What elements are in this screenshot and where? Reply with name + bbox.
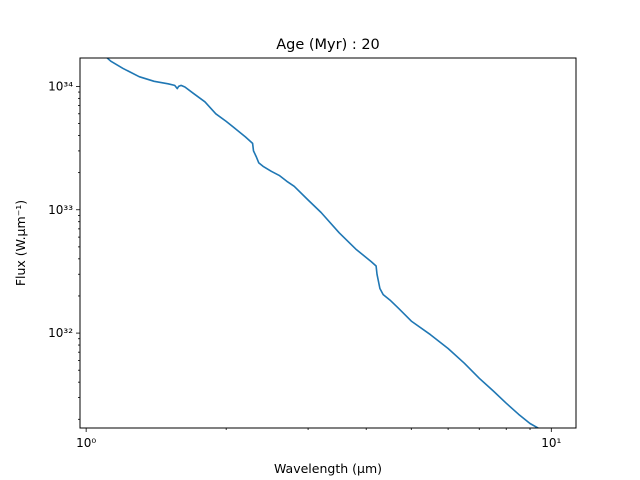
spectrum-line — [105, 58, 540, 428]
y-tick-label: 10³³ — [48, 203, 73, 217]
plot-area — [105, 58, 540, 428]
x-tick-label: 10⁰ — [76, 436, 96, 450]
y-axis-label: Flux (W.μm⁻¹) — [13, 200, 28, 286]
axes-frame — [79, 57, 577, 429]
chart-title: Age (Myr) : 20 — [276, 37, 380, 53]
y-tick-label: 10³⁴ — [48, 79, 73, 93]
y-tick-label: 10³² — [48, 326, 73, 340]
x-axis-label: Wavelength (μm) — [274, 461, 382, 476]
x-tick-label: 10¹ — [541, 436, 561, 450]
